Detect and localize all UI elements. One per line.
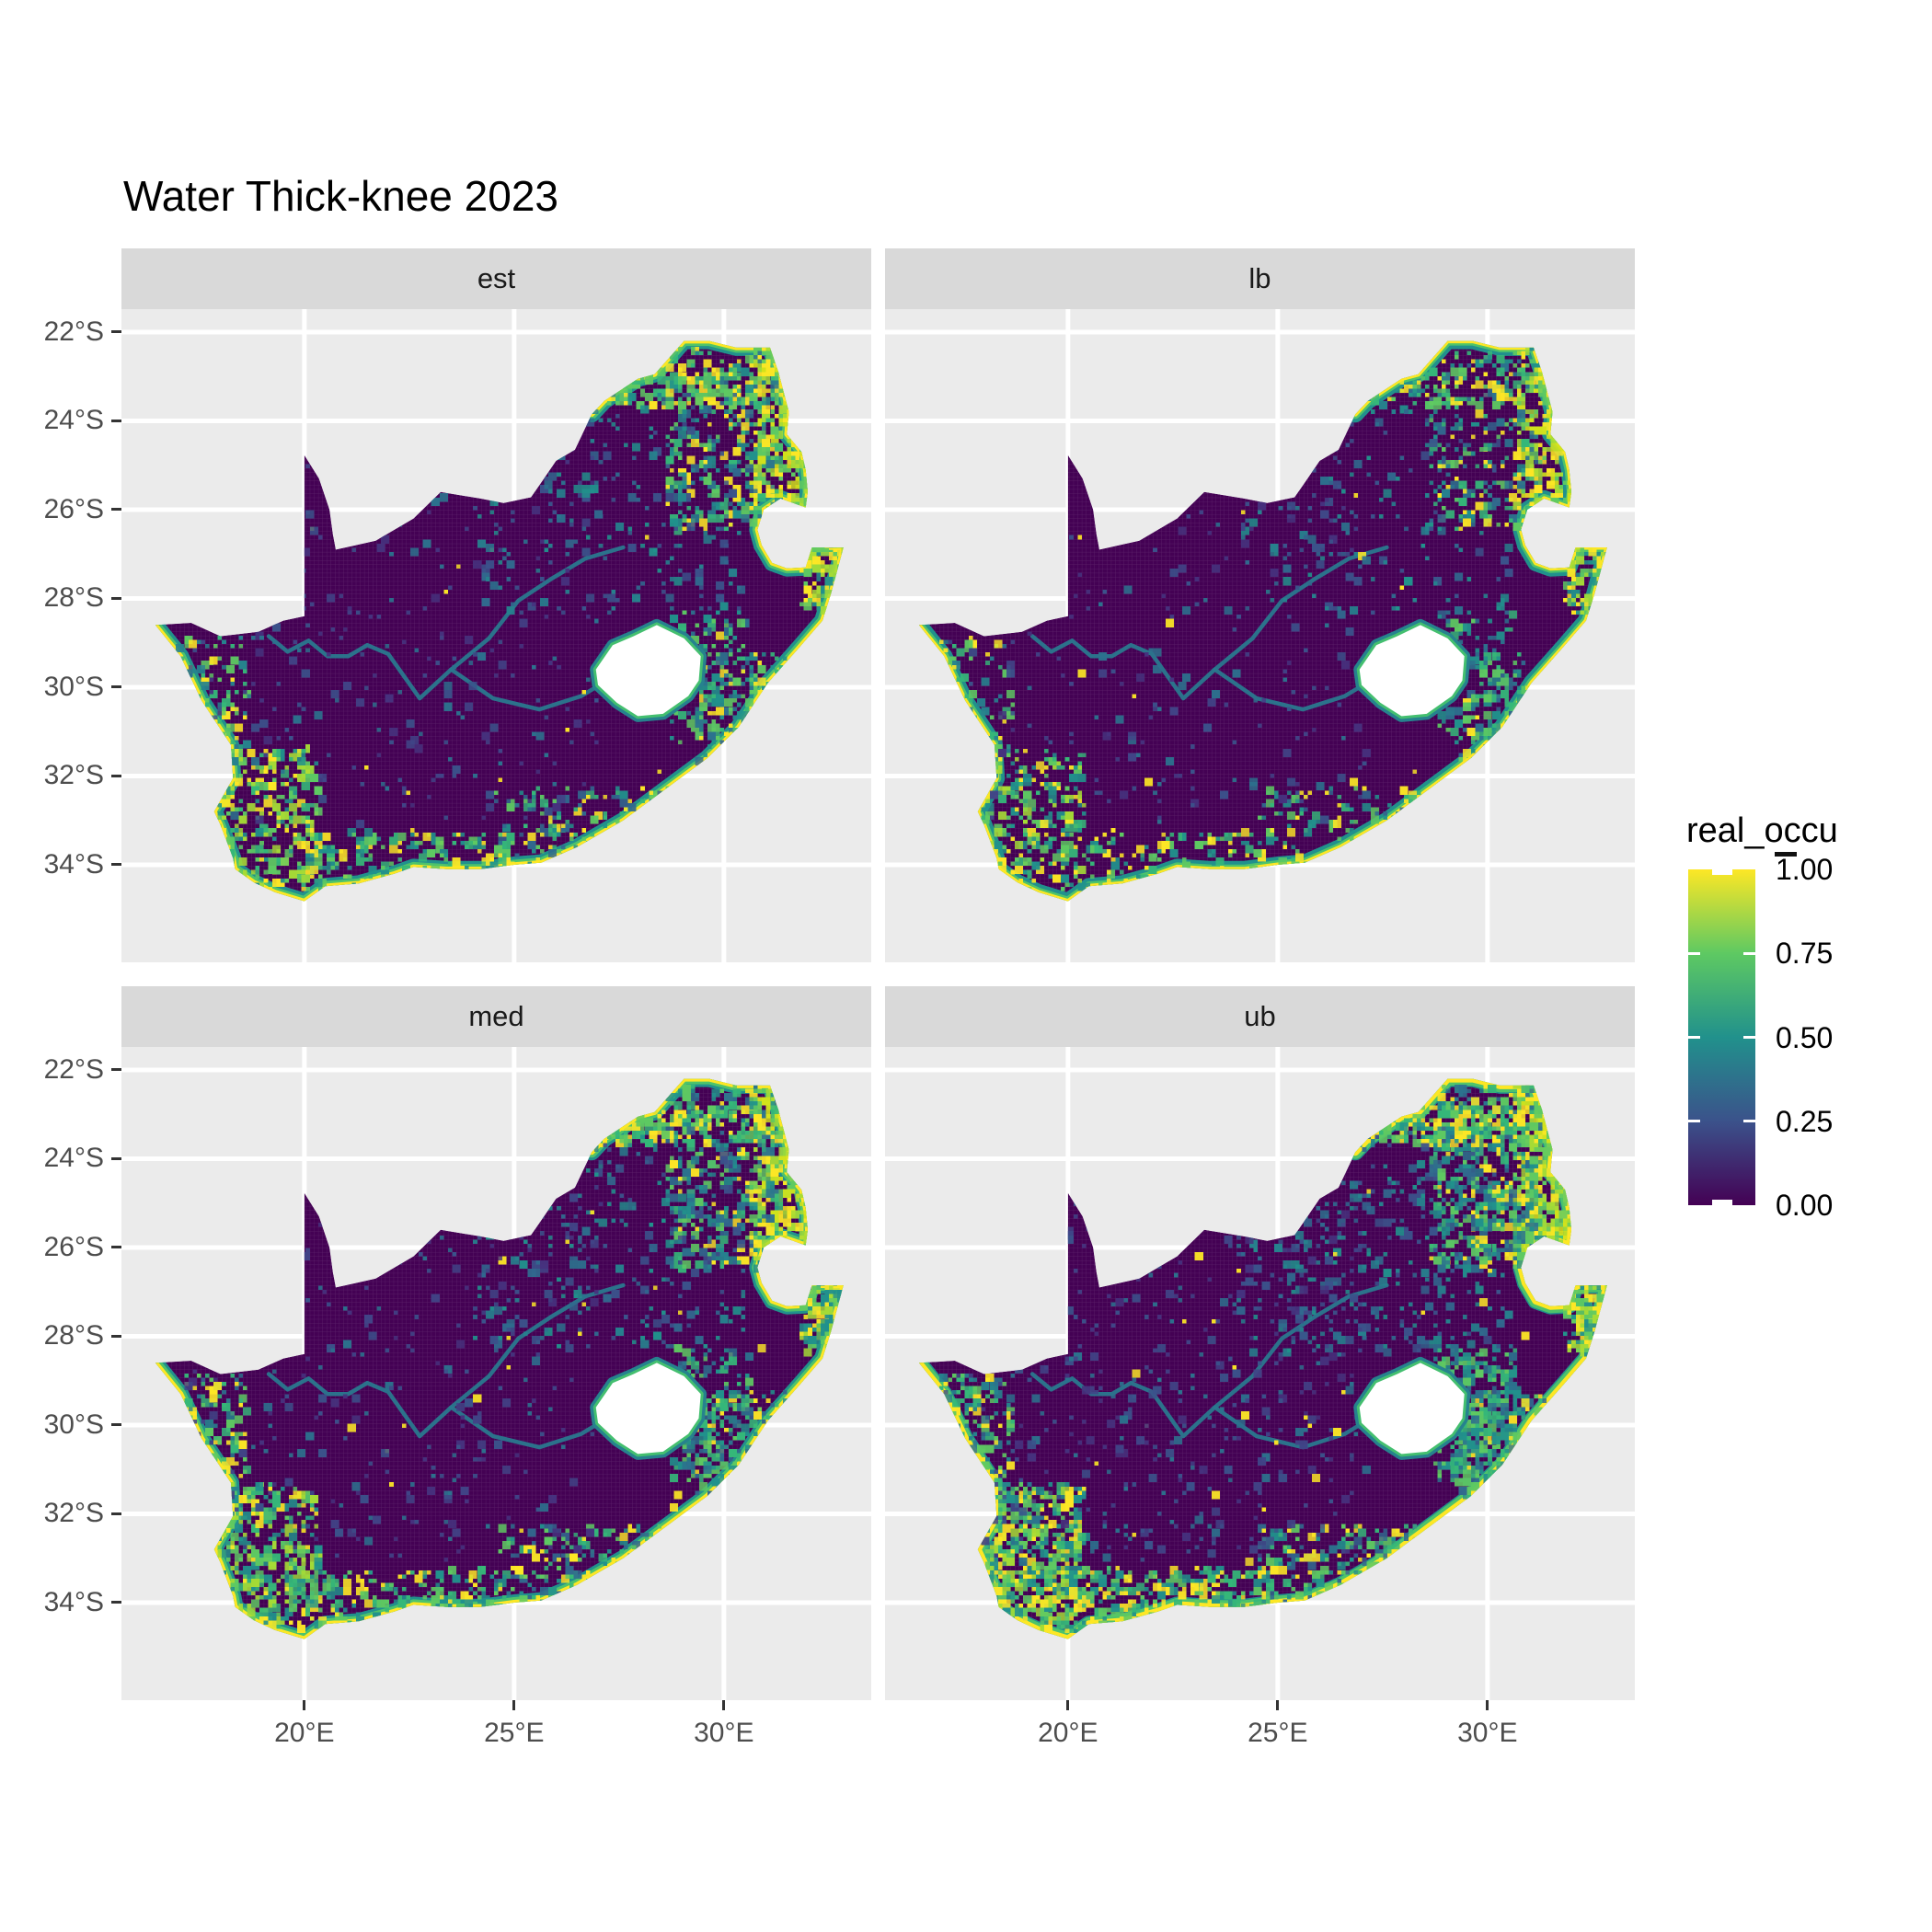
y-tick-mark <box>111 1334 121 1338</box>
y-tick-label: 26°S <box>43 1231 104 1262</box>
y-tick-mark <box>111 596 121 600</box>
legend-title: real_occu <box>1686 811 1838 850</box>
legend-tick-label: 0.50 <box>1776 1020 1834 1054</box>
y-tick-label: 32°S <box>43 1498 104 1529</box>
y-tick-mark <box>111 1423 121 1427</box>
facet-panel-ub <box>885 1047 1635 1700</box>
x-tick-mark <box>1486 1700 1489 1710</box>
facet-strip-med: med <box>121 986 871 1047</box>
legend-tick-label: 0.25 <box>1776 1104 1834 1138</box>
x-tick-mark <box>1066 1700 1070 1710</box>
y-tick-label: 34°S <box>43 848 104 880</box>
y-tick-mark <box>111 1246 121 1249</box>
legend-tick-mark <box>1743 951 1755 955</box>
map-panel-med <box>121 1047 871 1700</box>
x-tick-label: 25°E <box>484 1718 545 1748</box>
legend-top-notch <box>1711 869 1732 875</box>
legend-tick-mark <box>1688 951 1700 955</box>
facet-strip-est: est <box>121 248 871 309</box>
y-tick-mark <box>111 1156 121 1160</box>
legend-tick-label: 0.75 <box>1776 937 1834 971</box>
x-tick-label: 25°E <box>1248 1718 1308 1748</box>
y-tick-mark <box>111 1601 121 1604</box>
y-tick-mark <box>111 1512 121 1515</box>
x-tick-label: 20°E <box>274 1718 335 1748</box>
x-tick-mark <box>1276 1700 1280 1710</box>
facet-panel-med <box>121 1047 871 1700</box>
y-tick-label: 28°S <box>43 1320 104 1351</box>
y-tick-mark <box>111 685 121 689</box>
legend-tick-label: 0.00 <box>1776 1189 1834 1222</box>
x-tick-mark <box>303 1700 306 1710</box>
y-tick-label: 34°S <box>43 1586 104 1617</box>
y-tick-mark <box>111 419 121 422</box>
legend-tick-mark <box>1688 1036 1700 1039</box>
y-tick-mark <box>111 330 121 334</box>
map-panel-est <box>121 309 871 962</box>
map-panel-lb <box>885 309 1635 962</box>
y-tick-label: 32°S <box>43 760 104 791</box>
facet-panel-est <box>121 309 871 962</box>
y-tick-mark <box>111 774 121 777</box>
y-tick-label: 26°S <box>43 493 104 524</box>
plot-title: Water Thick-knee 2023 <box>123 172 559 220</box>
y-tick-label: 22°S <box>43 1053 104 1085</box>
x-tick-label: 20°E <box>1038 1718 1098 1748</box>
y-tick-mark <box>111 863 121 867</box>
y-tick-label: 28°S <box>43 582 104 614</box>
y-tick-label: 24°S <box>43 1143 104 1174</box>
legend-tick-mark <box>1743 1120 1755 1123</box>
legend-tick-label: 1.00 <box>1776 853 1834 886</box>
y-tick-label: 22°S <box>43 316 104 347</box>
x-tick-label: 30°E <box>694 1718 754 1748</box>
legend-tick-mark <box>1743 1036 1755 1039</box>
x-tick-mark <box>722 1700 726 1710</box>
y-tick-label: 24°S <box>43 405 104 436</box>
y-tick-label: 30°S <box>43 1409 104 1440</box>
x-tick-mark <box>512 1700 516 1710</box>
map-panel-ub <box>885 1047 1635 1700</box>
x-tick-label: 30°E <box>1457 1718 1518 1748</box>
facet-strip-ub: ub <box>885 986 1635 1047</box>
y-tick-mark <box>111 1068 121 1072</box>
facet-panel-lb <box>885 309 1635 962</box>
y-tick-mark <box>111 508 121 512</box>
legend-tick-mark <box>1688 1120 1700 1123</box>
legend-bottom-notch <box>1711 1200 1732 1205</box>
facet-strip-lb: lb <box>885 248 1635 309</box>
y-tick-label: 30°S <box>43 671 104 702</box>
legend-top-tick <box>1775 852 1797 857</box>
